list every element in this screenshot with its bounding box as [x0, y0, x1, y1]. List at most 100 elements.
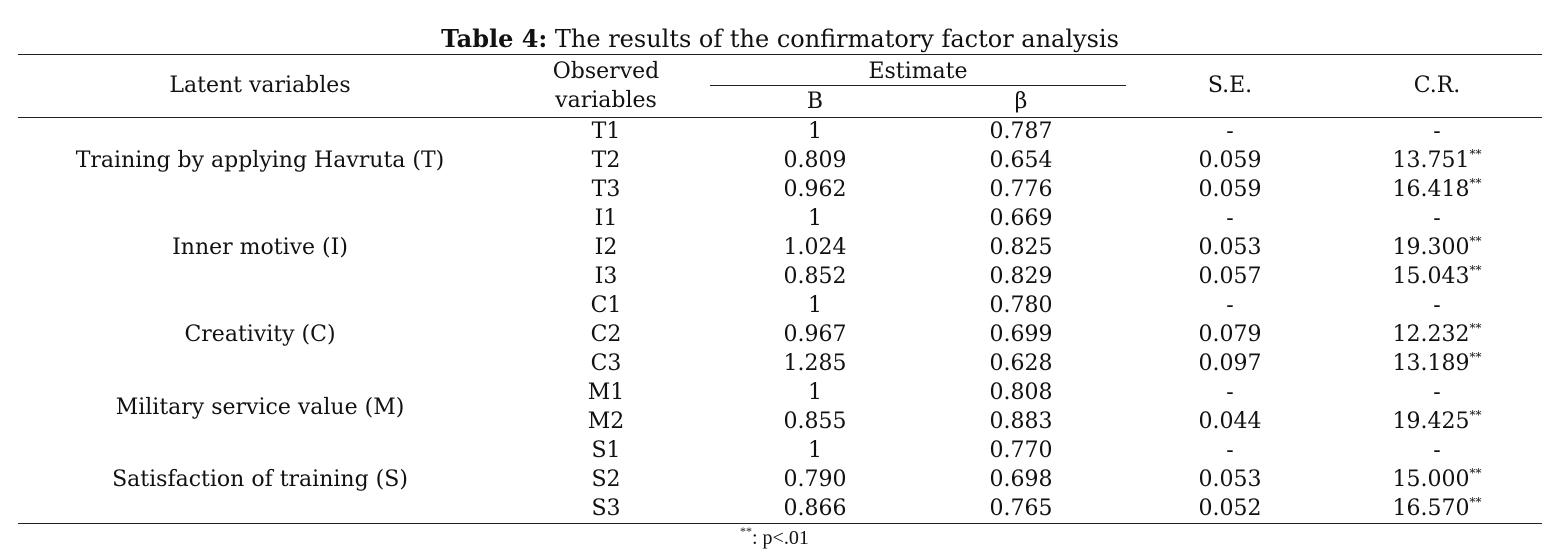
significance-mark: ** — [1469, 350, 1482, 364]
cell-b: 1 — [808, 119, 822, 144]
cell-b: 0.962 — [783, 177, 847, 202]
cell-observed: C3 — [590, 351, 622, 376]
significance-mark: ** — [1469, 234, 1482, 248]
cell-cr-value: - — [1433, 293, 1441, 318]
cell-beta: 0.883 — [989, 409, 1053, 434]
cell-observed: I3 — [594, 264, 618, 289]
cell-cr: - — [1433, 378, 1440, 407]
cell-se: - — [1226, 206, 1234, 231]
cell-b: 0.855 — [783, 409, 847, 434]
cell-cr: 19.425** — [1393, 407, 1482, 436]
cell-cr: 13.189** — [1393, 349, 1482, 378]
cell-se: - — [1226, 380, 1234, 405]
table-top-rule — [18, 54, 1542, 55]
cell-b: 0.852 — [783, 264, 847, 289]
cell-beta: 0.770 — [989, 438, 1053, 463]
latent-creativity: Creativity (C) — [184, 322, 336, 347]
cell-se: 0.059 — [1198, 148, 1262, 173]
header-cr: C.R. — [1413, 73, 1461, 98]
significance-mark: ** — [1469, 408, 1482, 422]
cell-beta: 0.808 — [989, 380, 1053, 405]
cell-cr-value: - — [1433, 438, 1441, 463]
cell-cr: 16.418** — [1393, 175, 1482, 204]
header-observed-line2: variables — [555, 88, 657, 113]
cell-beta: 0.698 — [989, 467, 1053, 492]
header-b: B — [806, 89, 824, 114]
cell-observed: S1 — [591, 438, 621, 463]
cell-b: 0.967 — [783, 322, 847, 347]
header-estimate: Estimate — [868, 59, 968, 84]
table-bottom-rule — [18, 523, 1542, 524]
cell-cr-value: - — [1433, 380, 1441, 405]
cell-b: 0.866 — [783, 496, 847, 521]
cell-se: - — [1226, 293, 1234, 318]
cell-observed: M1 — [587, 380, 625, 405]
cell-cr: 19.300** — [1393, 233, 1482, 262]
cell-se: 0.053 — [1198, 235, 1262, 260]
cell-se: 0.079 — [1198, 322, 1262, 347]
cell-observed: I1 — [594, 206, 618, 231]
cell-cr-value: 15.000 — [1392, 467, 1470, 492]
cell-se: 0.097 — [1198, 351, 1262, 376]
cell-beta: 0.780 — [989, 293, 1053, 318]
cell-se: 0.057 — [1198, 264, 1262, 289]
cell-b: 0.809 — [783, 148, 847, 173]
cell-se: - — [1226, 119, 1234, 144]
header-latent-variables: Latent variables — [169, 73, 351, 98]
cell-observed: I2 — [594, 235, 618, 260]
significance-mark: ** — [1469, 321, 1482, 335]
cell-observed: M2 — [587, 409, 625, 434]
cell-cr: - — [1433, 204, 1440, 233]
cell-cr: 13.751** — [1393, 146, 1482, 175]
cell-observed: T1 — [591, 119, 621, 144]
table-caption-label: Table 4: — [441, 24, 548, 53]
cell-beta: 0.765 — [989, 496, 1053, 521]
header-observed-line1: Observed — [552, 59, 660, 84]
cell-b: 1.024 — [783, 235, 847, 260]
cell-se: 0.053 — [1198, 467, 1262, 492]
cell-cr-value: 13.189 — [1392, 351, 1470, 376]
significance-mark: ** — [1469, 263, 1482, 277]
footnote-text: : p<.01 — [752, 527, 809, 549]
cell-beta: 0.776 — [989, 177, 1053, 202]
cell-cr-value: - — [1433, 206, 1441, 231]
cell-cr-value: 13.751 — [1392, 148, 1470, 173]
cell-cr: - — [1433, 436, 1440, 465]
latent-training: Training by applying Havruta (T) — [75, 148, 445, 173]
cell-beta: 0.825 — [989, 235, 1053, 260]
cell-cr-value: 16.570 — [1392, 496, 1470, 521]
cell-cr-value: 19.300 — [1392, 235, 1470, 260]
cell-cr-value: - — [1433, 119, 1441, 144]
cell-b: 1.285 — [783, 351, 847, 376]
cell-cr: 15.043** — [1393, 262, 1482, 291]
cell-cr: 15.000** — [1393, 465, 1482, 494]
cell-beta: 0.787 — [989, 119, 1053, 144]
cell-se: 0.044 — [1198, 409, 1262, 434]
estimate-underline — [710, 85, 1126, 86]
cell-cr-value: 19.425 — [1392, 409, 1470, 434]
cell-cr: 16.570** — [1393, 494, 1482, 523]
cell-b: 1 — [808, 380, 822, 405]
cell-b: 1 — [808, 438, 822, 463]
latent-inner-motive: Inner motive (I) — [172, 235, 348, 260]
significance-mark: ** — [1469, 147, 1482, 161]
significance-mark: ** — [1469, 176, 1482, 190]
cell-beta: 0.699 — [989, 322, 1053, 347]
cell-cr-value: 12.232 — [1392, 322, 1470, 347]
cell-cr-value: 15.043 — [1392, 264, 1470, 289]
latent-satisfaction: Satisfaction of training (S) — [112, 467, 408, 492]
header-beta: β — [1014, 89, 1028, 114]
cell-b: 0.790 — [783, 467, 847, 492]
table-footnote: **: p<.01 — [740, 524, 809, 552]
latent-military-service: Military service value (M) — [115, 395, 405, 420]
cell-observed: T3 — [591, 177, 621, 202]
cell-cr-value: 16.418 — [1392, 177, 1470, 202]
significance-mark: ** — [1469, 495, 1482, 509]
cell-observed: C2 — [590, 322, 622, 347]
table-caption: Table 4: The results of the confirmatory… — [0, 24, 1544, 54]
table-caption-text: The results of the confirmatory factor a… — [547, 25, 1119, 53]
cell-beta: 0.654 — [989, 148, 1053, 173]
cell-beta: 0.628 — [989, 351, 1053, 376]
cell-b: 1 — [808, 293, 822, 318]
cell-b: 1 — [808, 206, 822, 231]
